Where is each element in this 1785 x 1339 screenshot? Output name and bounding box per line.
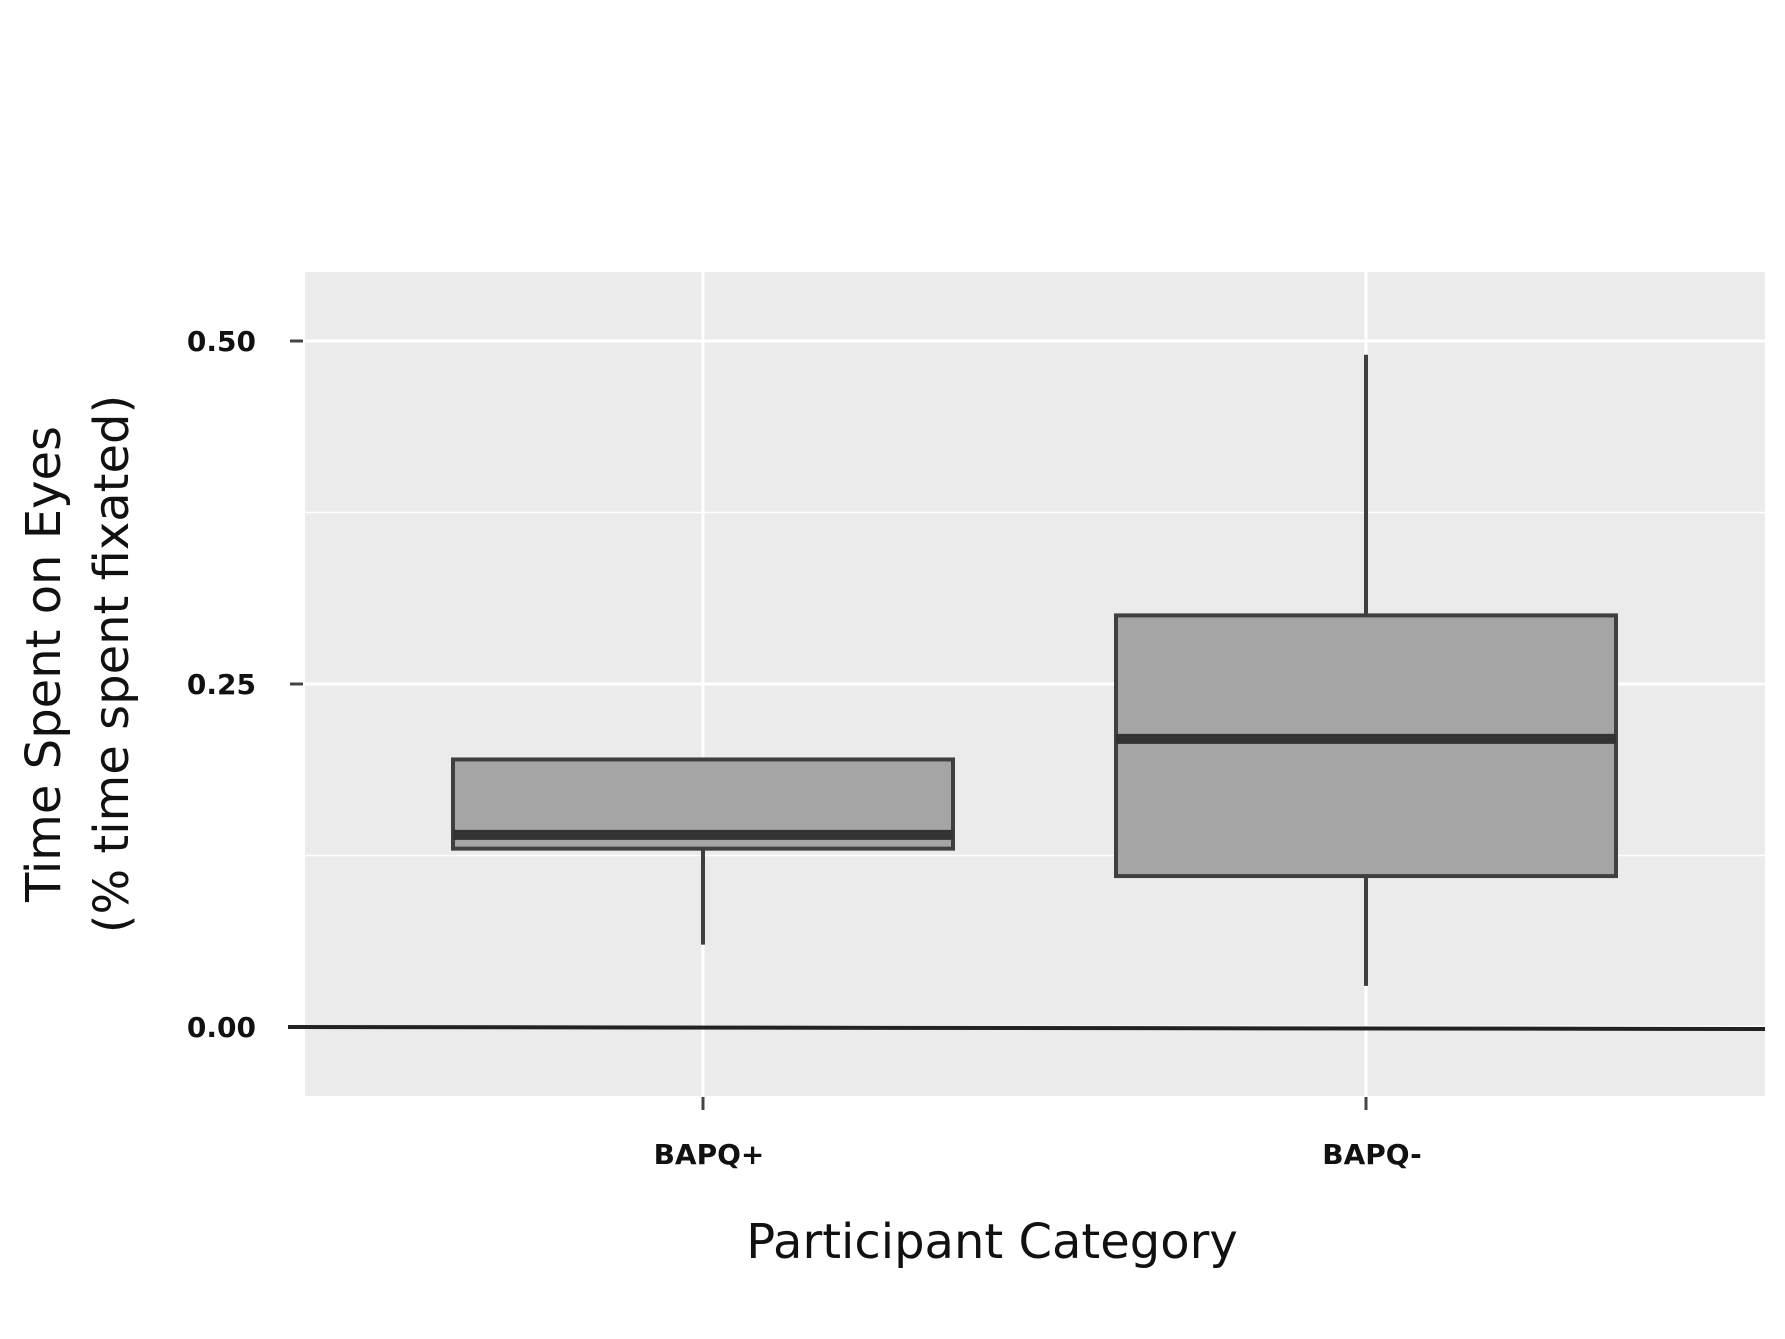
boxes <box>451 354 1618 986</box>
box-bapq-minus <box>1114 354 1618 986</box>
x-axis-title: Participant Category <box>746 1214 1237 1270</box>
x-tick-label: BAPQ+ <box>654 1138 765 1171</box>
x-axis-ticks: BAPQ+ BAPQ- <box>654 1097 1422 1171</box>
y-tick-label: 0.25 <box>187 668 256 701</box>
y-axis-subtitle: (% time spent fixated) <box>84 395 140 933</box>
y-tick-label: 0.00 <box>187 1011 256 1044</box>
y-axis-title: Time Spent on Eyes <box>16 426 72 903</box>
zero-line <box>287 1025 1766 1031</box>
box-bapq-plus <box>451 757 955 945</box>
y-axis-ticks: 0.00 0.25 0.50 <box>187 325 303 1044</box>
x-tick-label: BAPQ- <box>1322 1138 1421 1171</box>
y-tick-label: 0.50 <box>187 325 256 358</box>
box-iqr <box>1114 613 1618 879</box>
